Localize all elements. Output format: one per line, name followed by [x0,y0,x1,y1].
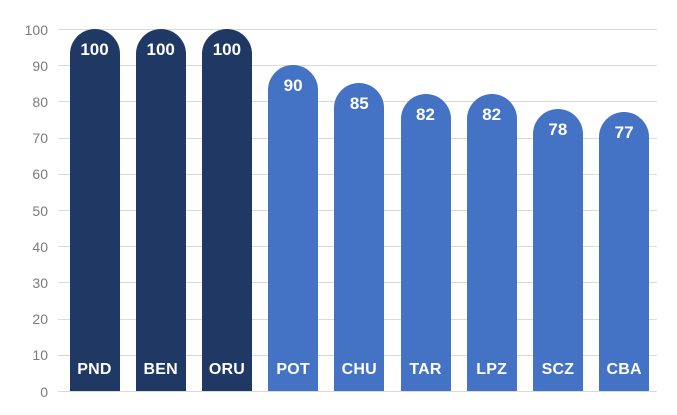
bar-value-label: 82 [416,105,435,125]
bar-value-label: 85 [349,94,369,114]
y-axis-tick-label: 10 [32,347,48,364]
bar-category-label: PND [77,361,112,378]
y-axis-tick-label: 40 [32,238,48,255]
bar-ben: 100 BEN [135,29,186,391]
bar-oru: 100 ORU [201,29,252,391]
bar-value-label: 82 [482,105,502,125]
bar-pnd: 100 PND [69,29,120,391]
bar-value-label: 100 [80,40,109,59]
y-axis-tick-label: 70 [32,130,48,147]
bar-tar: 82 TAR [400,94,451,391]
gridline [58,29,657,30]
bar-lpz: 82 LPZ [466,94,517,391]
y-axis-tick-label: 0 [40,383,48,400]
bar-category-label: CBA [606,360,642,378]
y-axis-tick-label: 20 [32,311,48,328]
y-axis-tick-label: 80 [32,93,48,110]
bar-category-label: POT [276,360,310,378]
y-axis-tick-label: 50 [32,202,48,219]
bar-category-label: LPZ [476,360,508,378]
y-axis-tick-label: 100 [24,21,48,38]
y-axis-tick-label: 30 [32,274,48,291]
bar-category-label: ORU [208,361,245,378]
bar-cba: 77 CBA [599,112,650,391]
gridline [58,391,657,392]
bar-category-label: SCZ [541,360,575,378]
bar-chu: 85 CHU [334,83,385,391]
y-axis-tick-label: 90 [32,57,48,74]
bar-scz: 78 SCZ [532,108,583,391]
bar-value-label: 100 [212,40,242,59]
y-axis-tick-label: 60 [32,166,48,183]
bar-value-label: 100 [146,40,175,59]
bar-category-label: CHU [341,360,377,378]
bar-value-label: 77 [614,123,634,143]
bar-value-label: 78 [548,119,568,139]
bar-category-label: TAR [409,360,442,378]
bar-value-label: 90 [283,76,303,96]
gridline [58,65,657,67]
bar-pot: 90 POT [268,65,319,391]
bar-category-label: BEN [143,361,178,378]
